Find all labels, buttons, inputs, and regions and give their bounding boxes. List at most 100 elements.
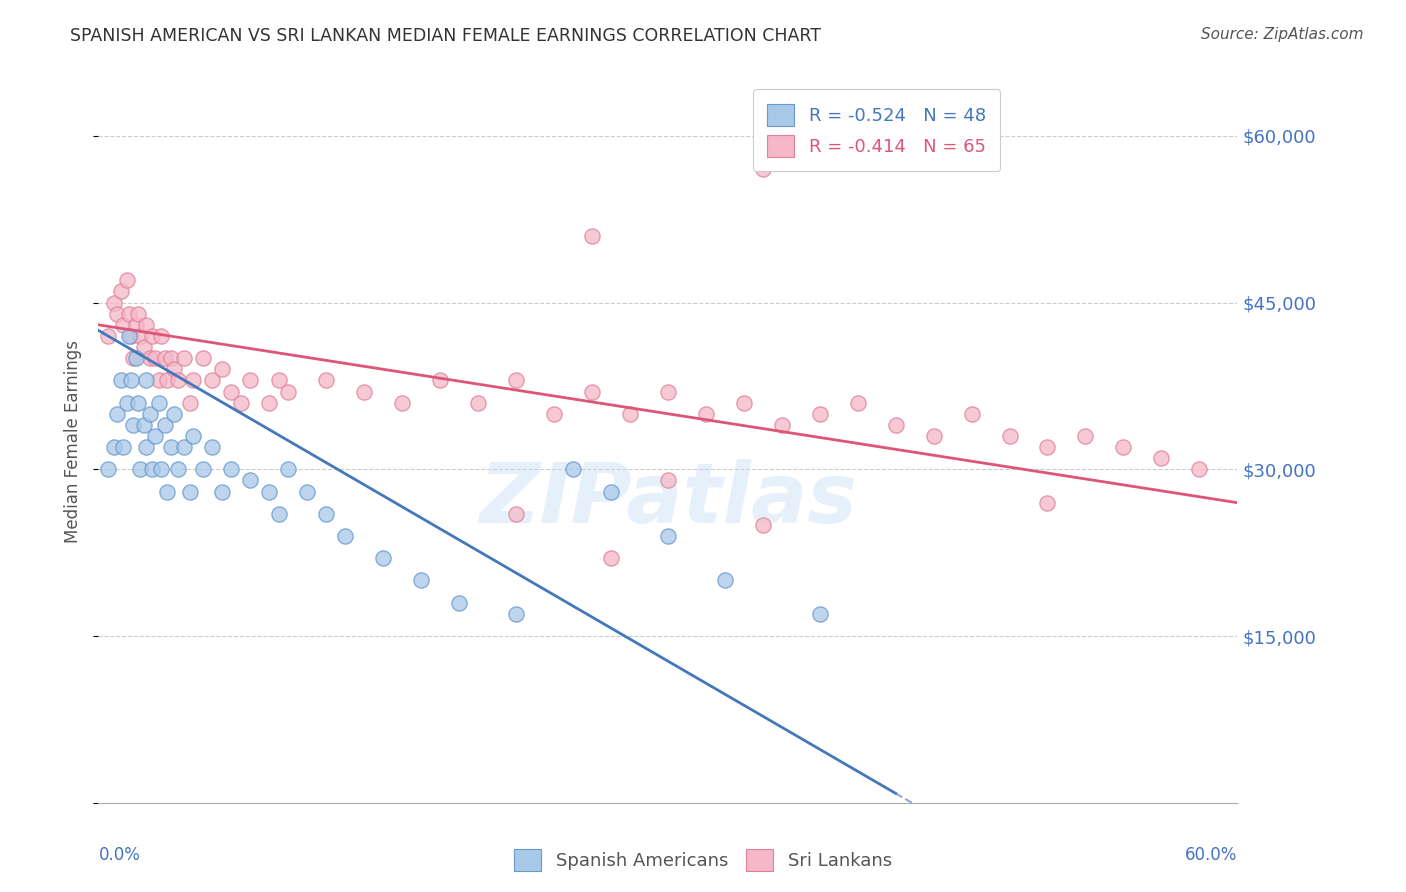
Point — [429, 373, 451, 387]
Point — [112, 318, 135, 332]
Point — [159, 351, 181, 366]
Text: Source: ZipAtlas.com: Source: ZipAtlas.com — [1201, 27, 1364, 42]
Point — [600, 484, 623, 499]
Point — [125, 351, 148, 366]
Point — [159, 440, 181, 454]
Point — [714, 574, 737, 588]
Point — [127, 395, 149, 409]
Point — [733, 395, 755, 409]
Point — [148, 373, 170, 387]
Text: 60.0%: 60.0% — [1185, 847, 1237, 864]
Point — [315, 373, 337, 387]
Point — [132, 340, 155, 354]
Point — [619, 407, 641, 421]
Point — [267, 507, 290, 521]
Point — [922, 429, 945, 443]
Point — [695, 407, 717, 421]
Point — [138, 407, 160, 421]
Point — [103, 440, 125, 454]
Point — [107, 407, 129, 421]
Point — [145, 351, 167, 366]
Point — [173, 351, 195, 366]
Point — [229, 395, 252, 409]
Text: 0.0%: 0.0% — [98, 847, 141, 864]
Point — [581, 384, 603, 399]
Point — [141, 462, 163, 476]
Point — [153, 417, 176, 432]
Point — [110, 373, 132, 387]
Point — [118, 329, 141, 343]
Point — [277, 384, 299, 399]
Point — [998, 429, 1021, 443]
Point — [371, 551, 394, 566]
Point — [121, 417, 143, 432]
Point — [138, 351, 160, 366]
Point — [315, 507, 337, 521]
Point — [467, 395, 489, 409]
Point — [179, 484, 201, 499]
Legend: R = -0.524   N = 48, R = -0.414   N = 65: R = -0.524 N = 48, R = -0.414 N = 65 — [754, 89, 1001, 171]
Point — [121, 351, 143, 366]
Point — [239, 474, 262, 488]
Point — [129, 329, 152, 343]
Point — [1036, 440, 1059, 454]
Point — [173, 440, 195, 454]
Point — [657, 474, 679, 488]
Point — [135, 318, 157, 332]
Point — [600, 551, 623, 566]
Point — [135, 440, 157, 454]
Point — [752, 517, 775, 532]
Text: SPANISH AMERICAN VS SRI LANKAN MEDIAN FEMALE EARNINGS CORRELATION CHART: SPANISH AMERICAN VS SRI LANKAN MEDIAN FE… — [70, 27, 821, 45]
Point — [107, 307, 129, 321]
Point — [297, 484, 319, 499]
Point — [120, 373, 142, 387]
Point — [167, 462, 190, 476]
Y-axis label: Median Female Earnings: Median Female Earnings — [63, 340, 82, 543]
Point — [163, 362, 186, 376]
Point — [259, 395, 281, 409]
Point — [259, 484, 281, 499]
Point — [505, 373, 527, 387]
Point — [391, 395, 413, 409]
Point — [112, 440, 135, 454]
Point — [884, 417, 907, 432]
Point — [211, 484, 233, 499]
Point — [118, 307, 141, 321]
Point — [201, 440, 224, 454]
Point — [145, 429, 167, 443]
Point — [543, 407, 565, 421]
Point — [132, 417, 155, 432]
Point — [277, 462, 299, 476]
Point — [960, 407, 983, 421]
Point — [846, 395, 869, 409]
Point — [581, 228, 603, 243]
Point — [163, 407, 186, 421]
Point — [183, 429, 205, 443]
Point — [657, 529, 679, 543]
Point — [110, 285, 132, 299]
Point — [156, 373, 179, 387]
Point — [141, 329, 163, 343]
Point — [449, 596, 471, 610]
Point — [808, 607, 831, 621]
Point — [125, 318, 148, 332]
Point — [335, 529, 357, 543]
Point — [167, 373, 190, 387]
Point — [1036, 496, 1059, 510]
Point — [156, 484, 179, 499]
Point — [115, 395, 138, 409]
Point — [1074, 429, 1097, 443]
Point — [1188, 462, 1211, 476]
Point — [770, 417, 793, 432]
Point — [267, 373, 290, 387]
Point — [179, 395, 201, 409]
Point — [150, 329, 173, 343]
Point — [411, 574, 433, 588]
Point — [657, 384, 679, 399]
Point — [103, 295, 125, 310]
Point — [97, 462, 120, 476]
Point — [808, 407, 831, 421]
Point — [183, 373, 205, 387]
Point — [562, 462, 585, 476]
Point — [505, 607, 527, 621]
